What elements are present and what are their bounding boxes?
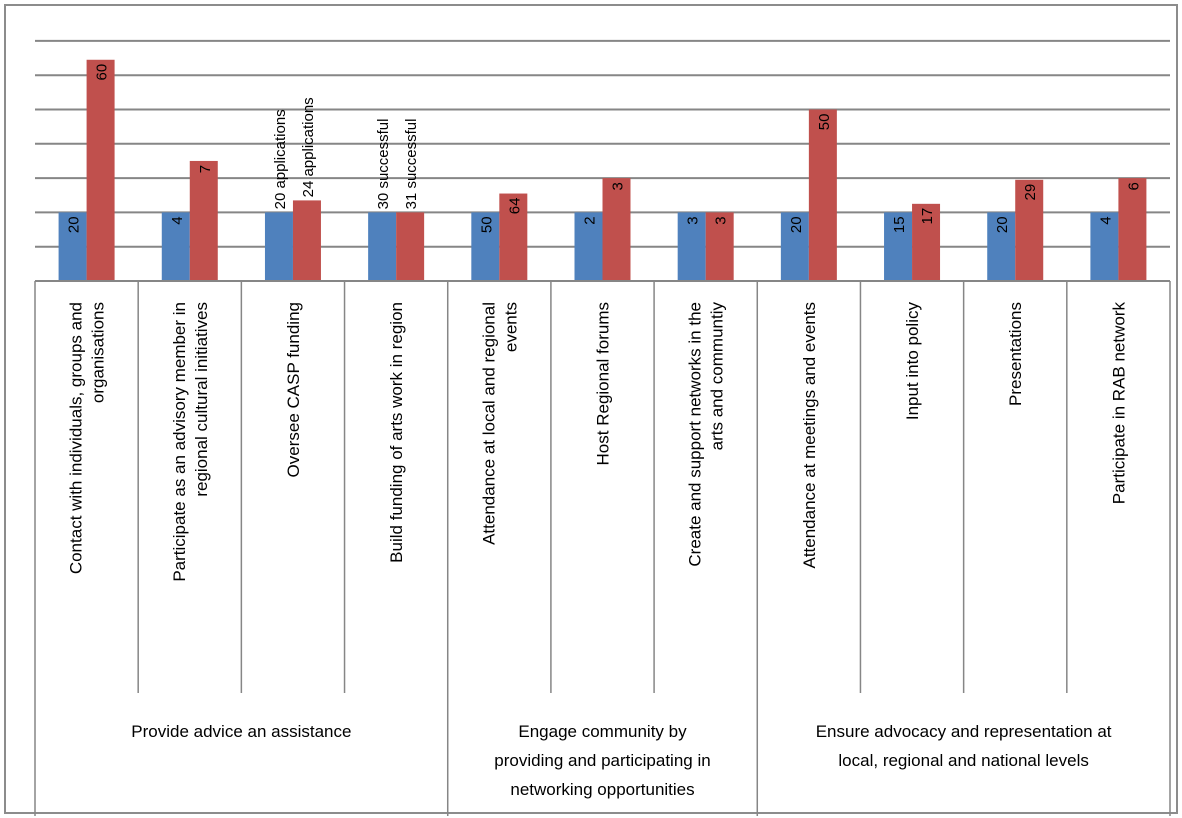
data-label: 17: [919, 208, 936, 225]
category-label: organisations: [89, 302, 108, 403]
bar: [396, 212, 425, 281]
group-label: Ensure advocacy and representation at: [816, 722, 1112, 741]
data-label: 3: [713, 216, 730, 224]
bar: [705, 212, 734, 281]
bar: [189, 160, 218, 281]
category-label: Create and support networks in the: [686, 302, 705, 567]
chart-frame: 20 4 20 applications 30 successful 50 2 3 20 15 2…: [4, 4, 1178, 816]
category-label: Attendance at meetings and events: [800, 302, 819, 569]
category-label: Attendance at local and regional: [479, 302, 498, 545]
category-label: Presentations: [1006, 302, 1025, 406]
bar: [574, 212, 603, 281]
bar: [808, 109, 837, 281]
data-label: 20 applications: [272, 109, 289, 209]
data-label: 20: [66, 216, 83, 233]
category-label: regional cultural initiatives: [192, 302, 211, 497]
data-label: 64: [506, 198, 523, 215]
category-label: Oversee CASP funding: [284, 302, 303, 477]
data-label: 20: [994, 216, 1011, 233]
data-label: 4: [1097, 216, 1114, 224]
bar-chart: 20 4 20 applications 30 successful 50 2 3 20 15 2…: [34, 39, 1171, 816]
bar: [58, 212, 87, 281]
data-label: 15: [891, 216, 908, 233]
category-label: Host Regional forums: [594, 302, 613, 465]
bar: [1015, 179, 1044, 281]
data-label: 60: [94, 64, 111, 81]
category-label: Participate in RAB network: [1109, 302, 1128, 505]
group-label: local, regional and national levels: [838, 751, 1088, 770]
data-label: 3: [685, 216, 702, 224]
category-label: Build funding of arts work in region: [387, 302, 406, 563]
bar: [292, 200, 321, 281]
bar: [368, 212, 397, 281]
data-label: 20: [788, 216, 805, 233]
data-label: 29: [1022, 184, 1039, 201]
bar: [1118, 178, 1147, 281]
data-label: 3: [610, 182, 627, 190]
category-label: Participate as an advisory member in: [170, 302, 189, 582]
bar: [677, 212, 706, 281]
data-label: 7: [197, 165, 214, 173]
bar: [1090, 212, 1119, 281]
category-label: events: [501, 302, 520, 352]
data-label: 24 applications: [300, 97, 317, 197]
data-label: 50: [478, 216, 495, 233]
data-label: 2: [582, 216, 599, 224]
category-label: Input into policy: [903, 302, 922, 421]
group-label: providing and participating in: [494, 751, 710, 770]
bar: [471, 212, 500, 281]
category-label: Contact with individuals, groups and: [67, 302, 86, 574]
data-label: 6: [1125, 182, 1142, 190]
bar: [884, 212, 913, 281]
bar: [499, 193, 528, 281]
bar: [161, 212, 190, 281]
bar: [780, 212, 809, 281]
data-label: 4: [169, 216, 186, 224]
data-label: 50: [816, 114, 833, 131]
data-label: 30 successful: [375, 119, 392, 210]
data-label: 31 successful: [403, 119, 420, 210]
group-label: networking opportunities: [510, 780, 694, 799]
category-label: arts and communtiy: [708, 302, 727, 451]
bar: [987, 212, 1016, 281]
group-label: Engage community by: [518, 722, 687, 741]
group-label: Provide advice an assistance: [131, 722, 351, 741]
bar: [264, 212, 293, 281]
bar: [912, 203, 941, 281]
bar: [86, 59, 115, 281]
bar: [602, 178, 631, 281]
